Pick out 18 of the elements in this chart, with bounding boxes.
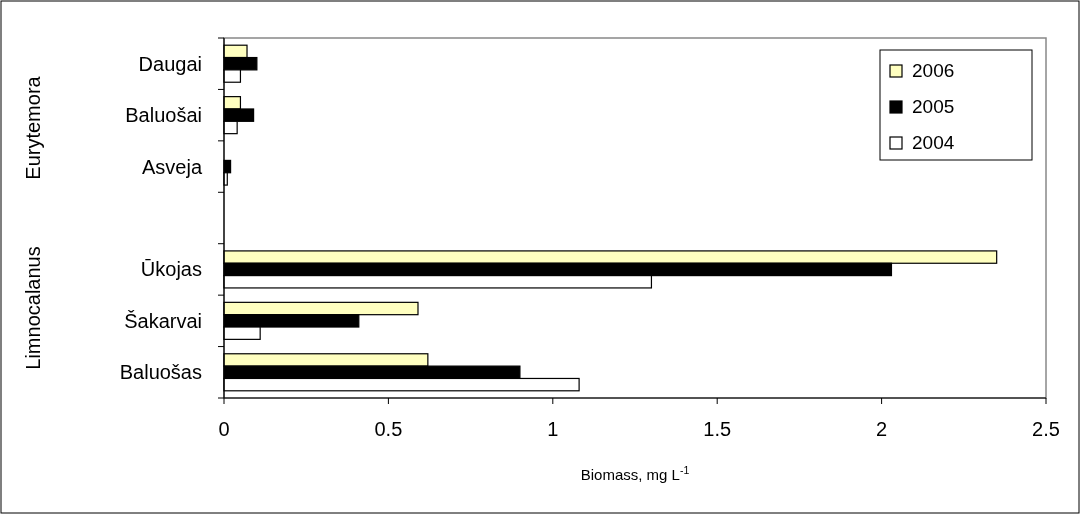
text: Limnocalanus	[22, 246, 44, 370]
legend-label: 2004	[912, 132, 955, 153]
x-tick-label: 0.5	[374, 418, 403, 440]
y-tick-label: Šakarvai	[124, 309, 202, 332]
x-tick-label: 1.5	[703, 418, 732, 440]
y-tick-label: Baluošai	[125, 104, 202, 127]
legend-label: 2006	[912, 60, 955, 81]
y-tick-label: Baluošas	[119, 361, 202, 384]
x-tick-label: 2.5	[1032, 418, 1060, 440]
x-tick-label: 2	[876, 418, 888, 440]
x-tick-label: 1	[547, 418, 559, 440]
y-tick-label: Asveja	[141, 155, 203, 178]
y-tick-label: Ūkojas	[140, 258, 202, 281]
text: Eurytemora	[22, 75, 44, 180]
x-tick-label: 0	[218, 418, 230, 440]
y-tick-label: Daugai	[138, 52, 202, 75]
x-axis-title: Biomass, mg L$^{-1}$	[580, 464, 690, 483]
legend-label: 2005	[912, 96, 955, 117]
